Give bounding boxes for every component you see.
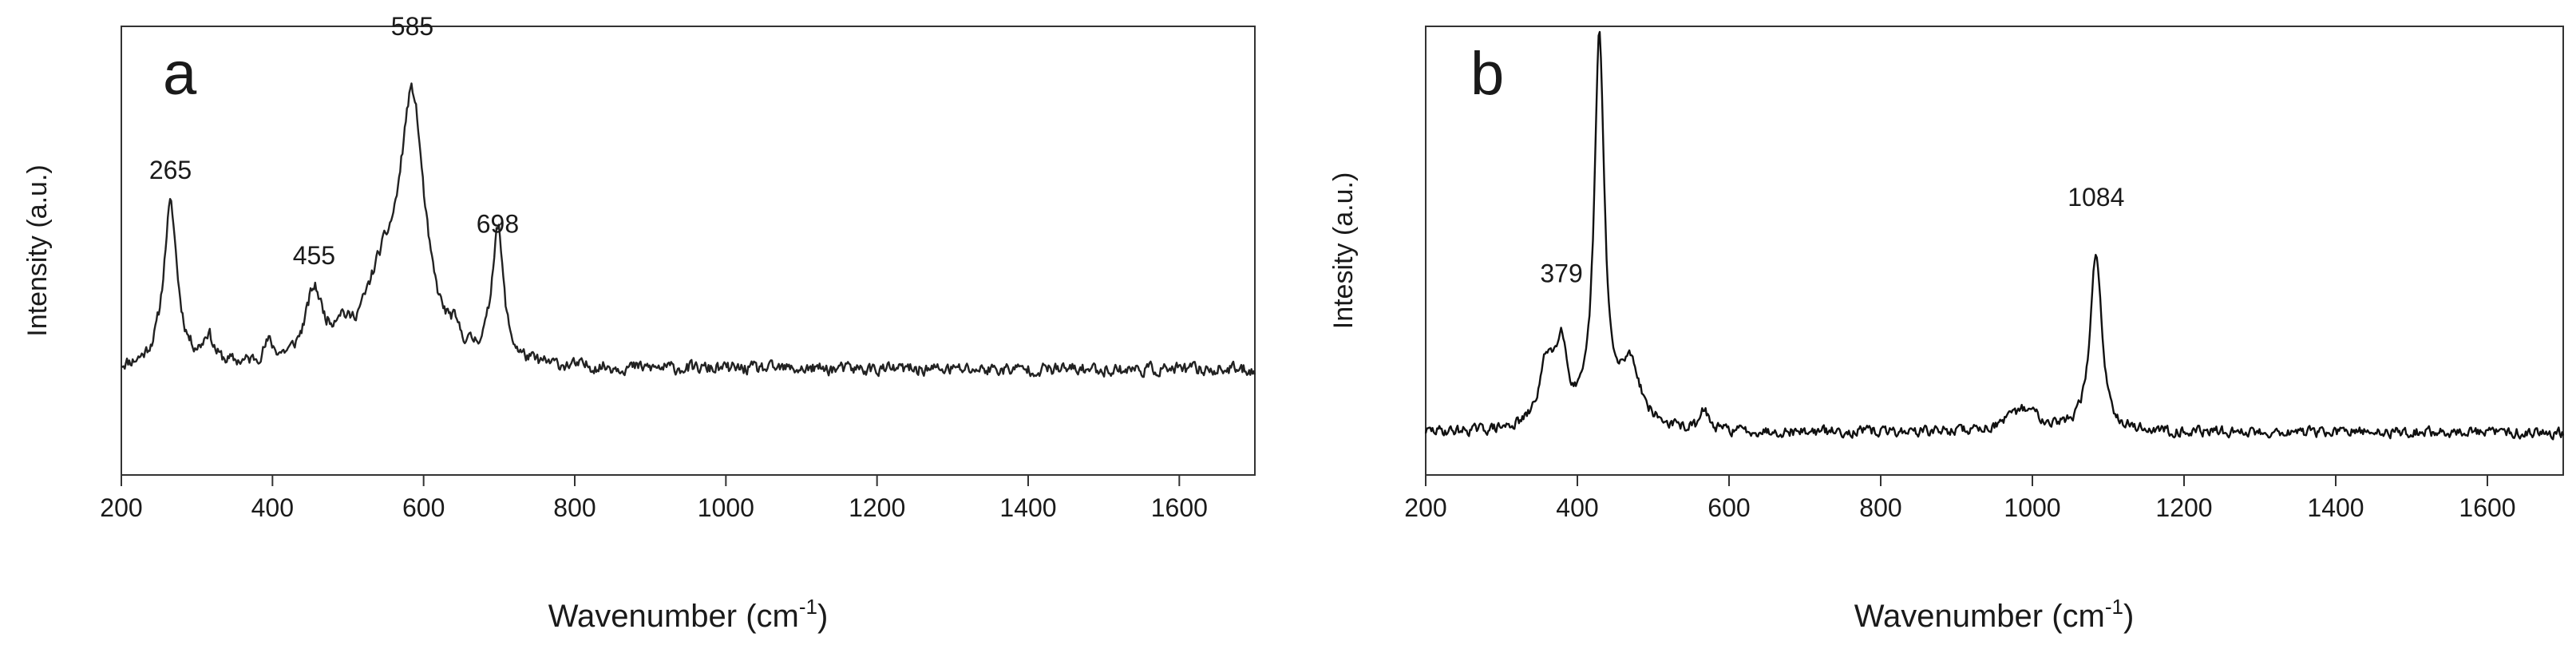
x-tick-label: 800 [1859, 493, 1901, 522]
peak-annotations: 3794291084 [1540, 183, 2124, 288]
x-tick-label: 400 [251, 493, 294, 522]
panel-b: b 200 400 600 800 1000 1200 1400 1600 379429108… [1328, 26, 2565, 634]
x-ticks [1425, 475, 2488, 486]
x-tick-label: 800 [553, 493, 596, 522]
peak-label: 379 [1540, 259, 1582, 287]
x-ticks [121, 475, 1181, 486]
peak-label: 455 [293, 241, 335, 270]
x-tick-label: 600 [1707, 493, 1750, 522]
spectrum-line [1424, 30, 2565, 441]
x-axis-label-tail: ) [817, 599, 828, 634]
x-axis-label-main: Wavenumber (cm [548, 599, 799, 634]
x-tick-label: 1600 [1151, 493, 1208, 522]
panel-label: b [1470, 40, 1504, 108]
x-axis-label: Wavenumber (cm-1) [548, 595, 829, 634]
panel-label: a [163, 40, 197, 108]
x-tick-label: 200 [1404, 493, 1446, 522]
x-tick-label: 400 [1556, 493, 1598, 522]
x-tick-label: 1400 [999, 493, 1056, 522]
peak-label: 265 [149, 156, 192, 184]
x-tick-label: 1400 [2307, 493, 2364, 522]
x-axis-label-main: Wavenumber (cm [1854, 599, 2105, 634]
x-tick-label: 200 [100, 493, 142, 522]
y-axis-label: Intesity (a.u.) [1328, 172, 1359, 330]
spectrum-line [121, 82, 1256, 378]
plot-frame [121, 26, 1256, 476]
x-tick-label: 1000 [2004, 493, 2060, 522]
x-tick-label: 1000 [698, 493, 754, 522]
x-tick-label: 1600 [2459, 493, 2515, 522]
x-tick-label: 600 [402, 493, 445, 522]
peak-annotations: 265 455 585 698 [149, 12, 519, 270]
x-tick-label: 1200 [849, 493, 905, 522]
peak-label: 698 [477, 210, 519, 239]
peak-label: 585 [391, 12, 433, 41]
x-tick-labels: 200 400 600 800 1000 1200 1400 1600 [1404, 493, 2515, 522]
x-axis-label-sup: -1 [799, 595, 817, 619]
x-tick-labels: 200 400 600 800 1000 1200 1400 1600 [100, 493, 1208, 522]
panel-a: a 200 400 600 800 1000 1200 1400 1600 265 455 585… [22, 12, 1256, 634]
x-tick-label: 1200 [2155, 493, 2212, 522]
x-axis-label-sup: -1 [2105, 595, 2123, 619]
x-axis-label: Wavenumber (cm-1) [1854, 595, 2135, 634]
plot-frame [1425, 26, 2564, 476]
y-axis-label: Intensity (a.u.) [22, 164, 53, 336]
peak-label: 1084 [2068, 183, 2124, 212]
x-axis-label-tail: ) [2123, 599, 2134, 634]
